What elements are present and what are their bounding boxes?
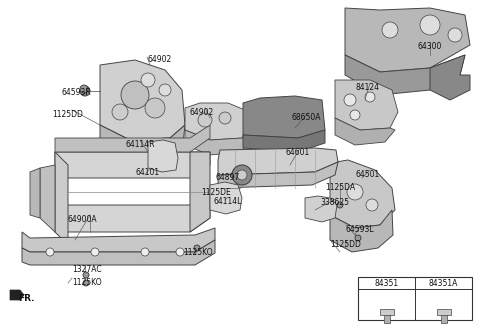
- Bar: [268, 104, 277, 129]
- Polygon shape: [22, 228, 215, 252]
- Text: 1327AC: 1327AC: [72, 265, 102, 274]
- Polygon shape: [305, 196, 337, 222]
- Text: 1125KO: 1125KO: [72, 278, 102, 287]
- Circle shape: [141, 73, 155, 87]
- Circle shape: [176, 248, 184, 256]
- Polygon shape: [210, 182, 242, 214]
- Polygon shape: [345, 8, 470, 72]
- Circle shape: [46, 248, 54, 256]
- Bar: [380, 309, 394, 315]
- Polygon shape: [185, 103, 248, 140]
- Circle shape: [347, 184, 363, 200]
- Polygon shape: [218, 162, 338, 188]
- Circle shape: [420, 15, 440, 35]
- Bar: [294, 104, 303, 129]
- Polygon shape: [55, 125, 210, 152]
- Circle shape: [80, 86, 90, 96]
- Polygon shape: [330, 160, 395, 228]
- Polygon shape: [345, 55, 465, 95]
- Text: 84351: 84351: [374, 278, 398, 288]
- Polygon shape: [243, 96, 325, 138]
- Bar: [441, 315, 446, 323]
- Polygon shape: [55, 152, 68, 245]
- Circle shape: [159, 84, 171, 96]
- Text: 1125DD: 1125DD: [330, 240, 361, 249]
- Polygon shape: [430, 55, 470, 100]
- Text: 1125DE: 1125DE: [201, 188, 231, 197]
- Bar: [358, 277, 472, 320]
- Circle shape: [350, 110, 360, 120]
- Text: 64601: 64601: [285, 148, 309, 157]
- Circle shape: [232, 165, 252, 185]
- Circle shape: [141, 248, 149, 256]
- Text: 1125KO: 1125KO: [183, 248, 213, 257]
- Text: 84351A: 84351A: [429, 278, 458, 288]
- Bar: [281, 104, 290, 129]
- Polygon shape: [22, 240, 215, 265]
- Circle shape: [344, 94, 356, 106]
- Polygon shape: [243, 130, 325, 152]
- Text: 84124: 84124: [356, 83, 380, 92]
- Polygon shape: [100, 60, 185, 140]
- Circle shape: [448, 28, 462, 42]
- Text: 64593R: 64593R: [62, 88, 92, 97]
- Polygon shape: [190, 152, 210, 232]
- Circle shape: [219, 112, 231, 124]
- Bar: [436, 309, 451, 315]
- Polygon shape: [218, 148, 338, 175]
- Polygon shape: [100, 125, 185, 158]
- Circle shape: [382, 22, 398, 38]
- Text: 64300: 64300: [418, 42, 443, 51]
- Bar: [384, 315, 389, 323]
- Polygon shape: [330, 210, 393, 252]
- Text: 64897: 64897: [216, 173, 240, 182]
- Polygon shape: [148, 140, 178, 172]
- Text: 64101: 64101: [136, 168, 160, 177]
- Circle shape: [145, 98, 165, 118]
- Polygon shape: [55, 205, 210, 232]
- Circle shape: [91, 248, 99, 256]
- Polygon shape: [55, 152, 210, 178]
- Circle shape: [366, 199, 378, 211]
- Text: FR.: FR.: [18, 294, 35, 303]
- Text: 1125DA: 1125DA: [325, 183, 355, 192]
- Polygon shape: [40, 165, 55, 232]
- Circle shape: [355, 235, 361, 241]
- Circle shape: [121, 81, 149, 109]
- Bar: [255, 104, 264, 129]
- Text: 338625: 338625: [320, 198, 349, 207]
- Text: 64900A: 64900A: [68, 215, 97, 224]
- Text: 64902: 64902: [190, 108, 214, 117]
- Polygon shape: [335, 118, 395, 145]
- Circle shape: [365, 92, 375, 102]
- Bar: [307, 104, 316, 129]
- Circle shape: [198, 113, 212, 127]
- Circle shape: [237, 170, 247, 180]
- Text: 64114R: 64114R: [126, 140, 156, 149]
- Circle shape: [337, 202, 343, 208]
- Circle shape: [112, 104, 128, 120]
- Text: 64501: 64501: [355, 170, 379, 179]
- Polygon shape: [10, 290, 24, 300]
- Circle shape: [80, 85, 88, 93]
- Bar: [152, 148, 160, 162]
- Circle shape: [83, 280, 89, 286]
- Circle shape: [194, 245, 200, 251]
- Bar: [214, 190, 222, 205]
- Text: 1125DD: 1125DD: [52, 110, 83, 119]
- Text: 68650A: 68650A: [291, 113, 321, 122]
- Polygon shape: [30, 168, 40, 218]
- Polygon shape: [185, 130, 248, 155]
- Polygon shape: [335, 80, 398, 130]
- Text: 64593L: 64593L: [346, 225, 374, 234]
- Text: 64902: 64902: [147, 55, 171, 64]
- Text: 64114L: 64114L: [214, 197, 242, 206]
- Circle shape: [83, 272, 89, 278]
